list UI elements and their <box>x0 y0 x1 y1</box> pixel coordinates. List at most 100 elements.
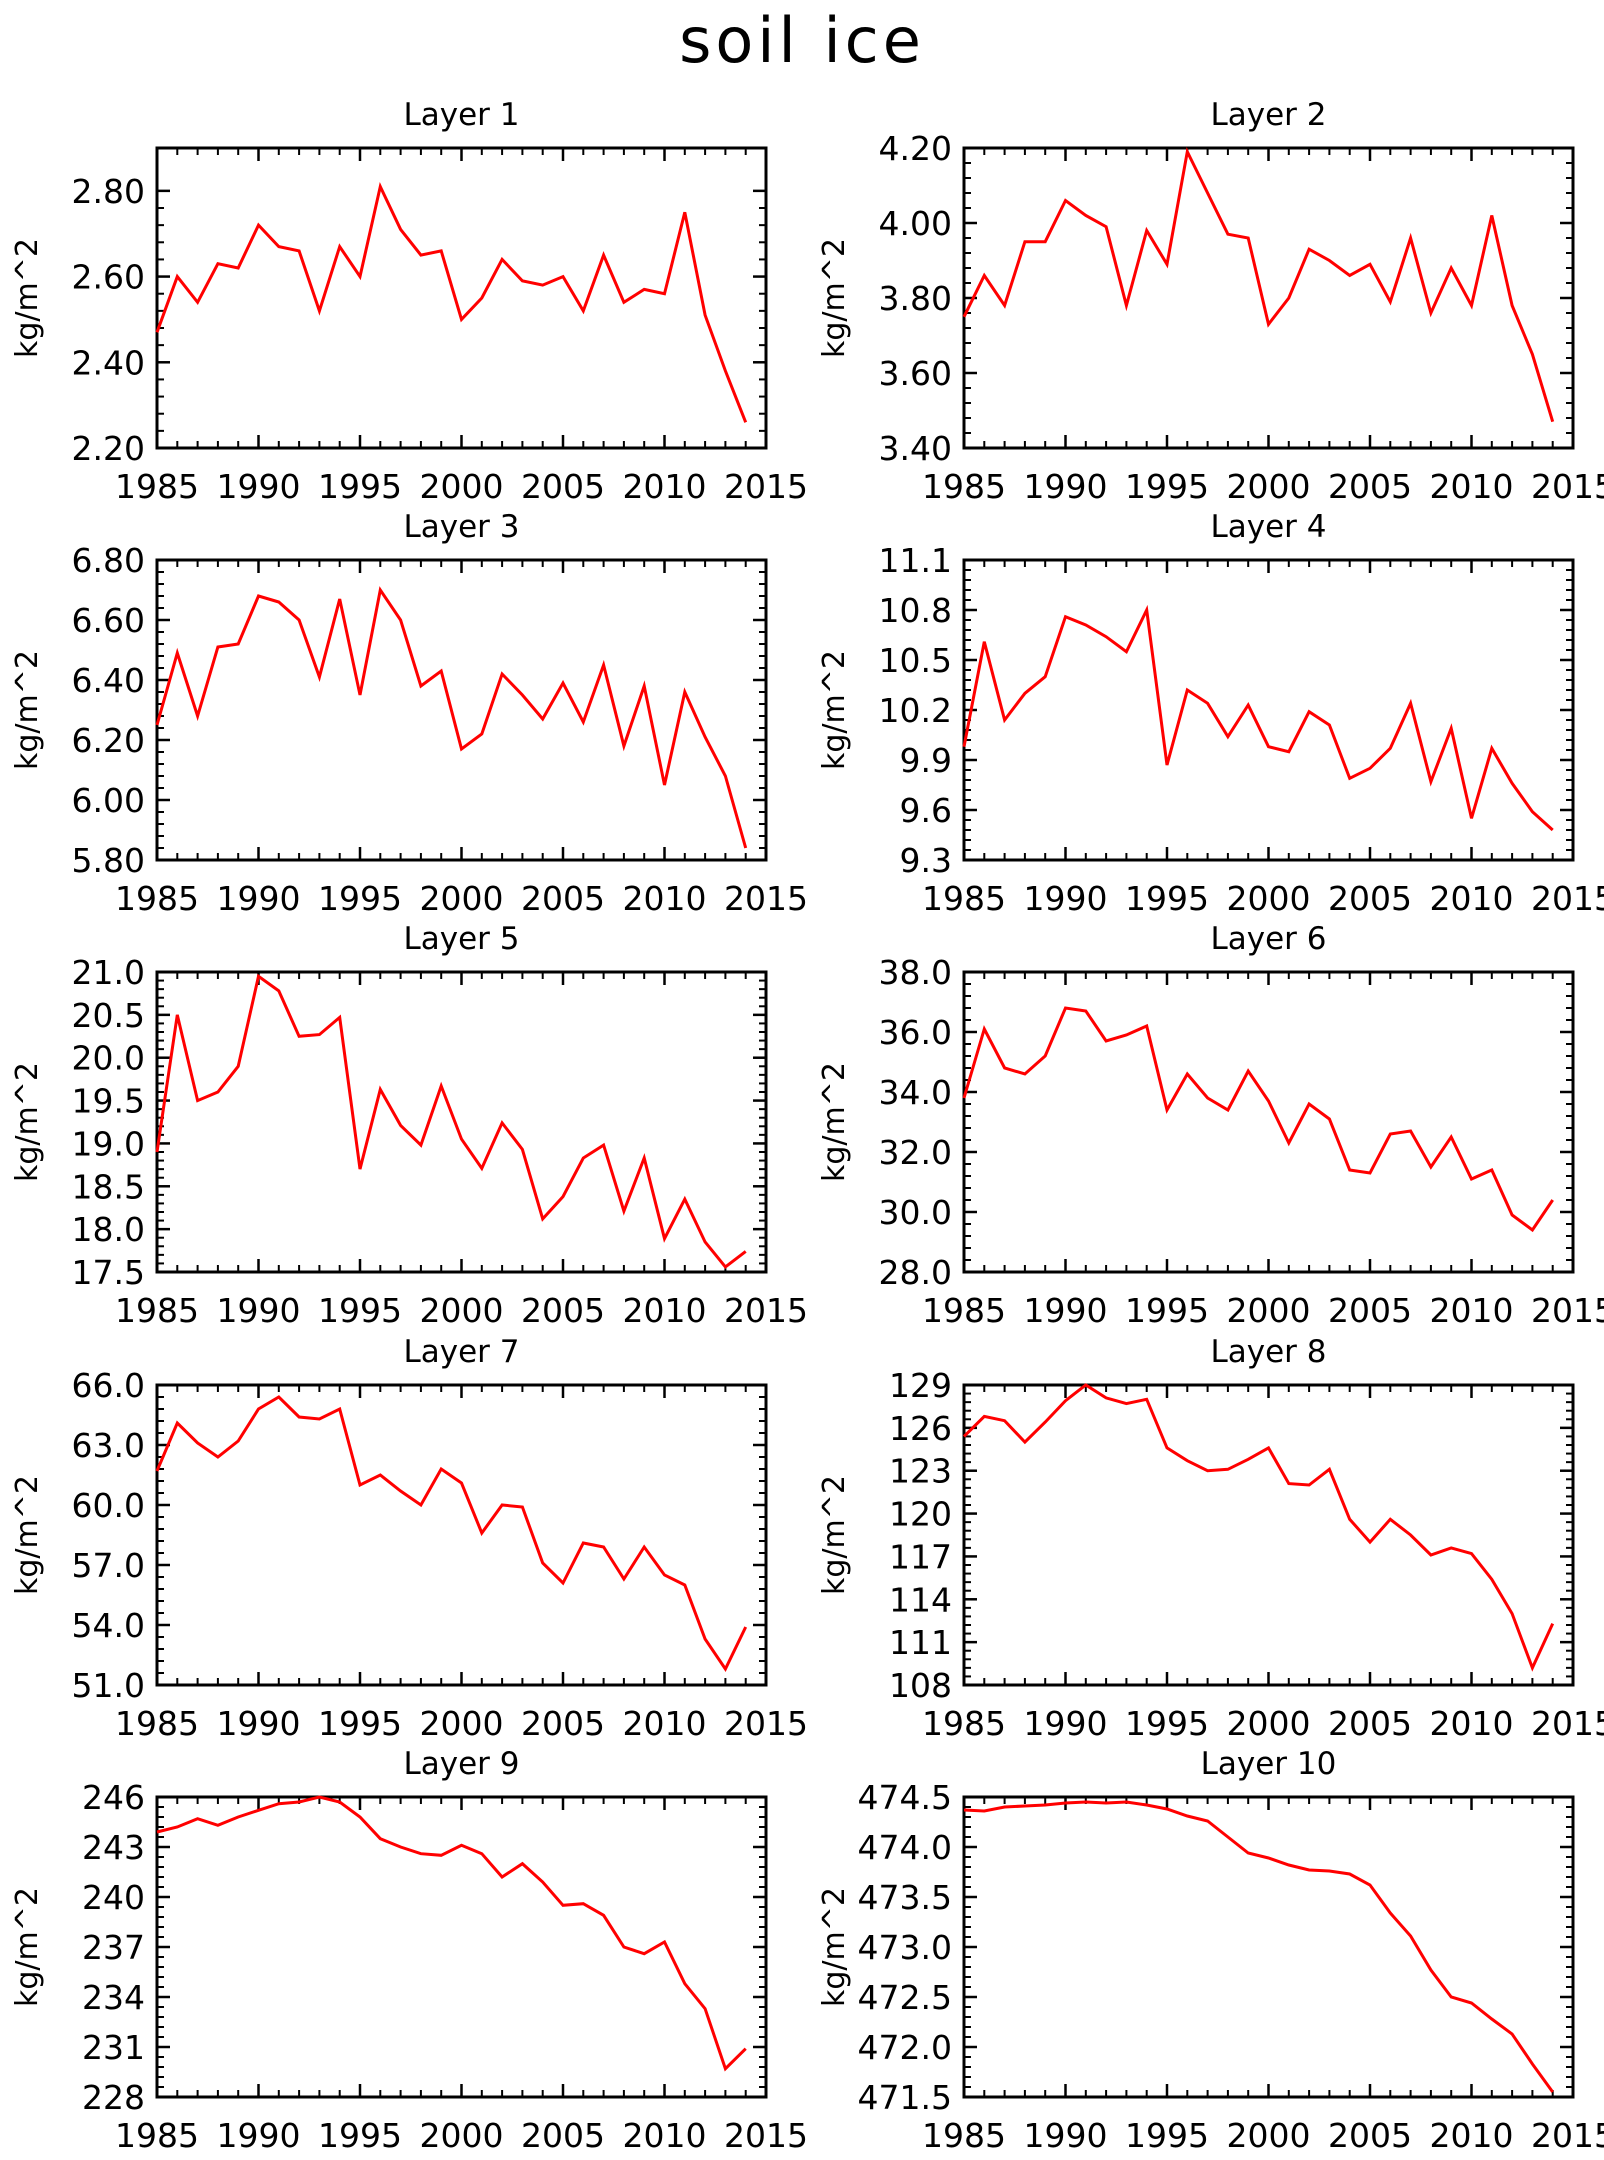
y-tick-label: 246 <box>82 1778 145 1817</box>
panel-title: Layer 2 <box>1210 97 1326 133</box>
y-tick-label: 6.40 <box>72 661 145 700</box>
x-tick-label: 1985 <box>115 1291 199 1330</box>
x-tick-label: 1990 <box>217 467 301 506</box>
y-tick-label: 10.8 <box>879 591 952 630</box>
figure-title: soil ice <box>679 4 925 77</box>
x-tick-label: 1995 <box>1125 467 1209 506</box>
y-tick-label: 20.5 <box>72 996 145 1035</box>
x-tick-label: 1985 <box>922 1291 1006 1330</box>
plot-frame <box>962 558 1575 862</box>
y-tick-label: 473.5 <box>858 1878 952 1917</box>
panel-title: Layer 3 <box>403 509 519 545</box>
y-tick-label: 51.0 <box>72 1666 145 1705</box>
x-tick-label: 2005 <box>1328 467 1412 506</box>
x-tick-label: 2015 <box>1531 1291 1604 1330</box>
x-tick-label: 1985 <box>115 467 199 506</box>
x-tick-label: 2000 <box>420 1704 504 1743</box>
y-tick-label: 11.1 <box>879 541 952 580</box>
x-tick-label: 2000 <box>1227 2116 1311 2155</box>
x-tick-label: 2005 <box>1328 1291 1412 1330</box>
y-tick-label: 474.5 <box>858 1778 952 1817</box>
x-tick-label: 1985 <box>115 1704 199 1743</box>
x-tick-label: 1990 <box>1024 1291 1108 1330</box>
x-tick-label: 1995 <box>318 467 402 506</box>
plot-frame <box>155 146 768 450</box>
y-tick-label: 20.0 <box>72 1039 145 1078</box>
x-tick-label: 2005 <box>1328 2116 1412 2155</box>
x-tick-label: 2000 <box>1227 1291 1311 1330</box>
y-tick-label: 34.0 <box>879 1073 952 1112</box>
y-tick-label: 2.60 <box>72 258 145 297</box>
y-tick-label: 472.5 <box>858 1978 952 2017</box>
plot-frame <box>155 1383 768 1687</box>
series-line <box>155 182 748 423</box>
series-line <box>155 973 747 1269</box>
y-tick-label: 5.80 <box>72 841 145 880</box>
y-tick-label: 473.0 <box>858 1928 952 1967</box>
plot-frame <box>962 1795 1575 2099</box>
x-tick-label: 2000 <box>420 467 504 506</box>
y-tick-label: 4.00 <box>879 204 952 243</box>
y-axis-label: kg/m^2 <box>817 1887 852 2007</box>
chart-panel-3: Layer 3 kg/m^2 1985 1990 1995 2000 2005 2010 201… <box>10 509 808 918</box>
series-line <box>963 1800 1554 2093</box>
x-tick-label: 1995 <box>318 2116 402 2155</box>
panel-title: Layer 10 <box>1201 1746 1337 1782</box>
x-tick-label: 1995 <box>1125 1291 1209 1330</box>
x-tick-label: 2005 <box>521 1704 605 1743</box>
x-tick-label: 2015 <box>1531 879 1604 918</box>
x-tick-label: 2005 <box>1328 879 1412 918</box>
x-tick-label: 1995 <box>318 1704 402 1743</box>
x-tick-label: 1990 <box>1024 1704 1108 1743</box>
y-tick-label: 63.0 <box>72 1426 145 1465</box>
plot-frame <box>155 558 768 862</box>
x-tick-label: 2015 <box>1531 1704 1604 1743</box>
chart-panel-8: Layer 8 kg/m^2 1985 1990 1995 2000 2005 2010 201… <box>817 1334 1604 1743</box>
y-tick-label: 2.40 <box>72 343 145 382</box>
x-tick-label: 2000 <box>420 2116 504 2155</box>
x-tick-label: 1995 <box>318 879 402 918</box>
x-tick-label: 1990 <box>217 879 301 918</box>
series-line <box>155 1395 748 1672</box>
y-axis-label: kg/m^2 <box>10 650 45 770</box>
y-axis-label: kg/m^2 <box>10 1887 45 2007</box>
series-line <box>155 586 748 849</box>
x-tick-label: 1990 <box>217 1291 301 1330</box>
y-tick-label: 36.0 <box>879 1013 952 1052</box>
y-tick-label: 10.5 <box>879 641 952 680</box>
x-tick-label: 2000 <box>1227 467 1311 506</box>
y-tick-label: 234 <box>82 1978 145 2017</box>
y-axis-label: kg/m^2 <box>10 1475 45 1595</box>
y-tick-label: 9.6 <box>900 791 952 830</box>
y-tick-label: 2.20 <box>72 429 145 468</box>
panel-title: Layer 5 <box>403 921 519 957</box>
x-tick-label: 1995 <box>1125 2116 1209 2155</box>
chart-panel-10: Layer 10 kg/m^2 1985 1990 1995 2000 2005 2010 20… <box>817 1746 1604 2155</box>
chart-panel-7: Layer 7 kg/m^2 1985 1990 1995 2000 2005 2010 201… <box>10 1334 808 1743</box>
x-tick-label: 2000 <box>1227 879 1311 918</box>
panel-title: Layer 8 <box>1210 1334 1326 1370</box>
y-tick-label: 6.80 <box>72 541 145 580</box>
y-tick-label: 108 <box>889 1666 952 1705</box>
y-tick-label: 21.0 <box>72 953 145 992</box>
y-axis-label: kg/m^2 <box>10 238 45 358</box>
series-line <box>962 604 1554 832</box>
x-tick-label: 2015 <box>724 1704 808 1743</box>
x-tick-label: 2005 <box>521 879 605 918</box>
y-tick-label: 6.00 <box>72 781 145 820</box>
x-tick-label: 1985 <box>922 2116 1006 2155</box>
series-line <box>156 1795 747 2072</box>
y-tick-label: 19.0 <box>72 1124 145 1163</box>
x-tick-label: 2010 <box>623 1291 707 1330</box>
x-tick-label: 2005 <box>521 1291 605 1330</box>
x-tick-label: 1985 <box>115 2116 199 2155</box>
y-tick-label: 243 <box>82 1828 145 1867</box>
x-tick-label: 1985 <box>922 879 1006 918</box>
y-tick-label: 474.0 <box>858 1828 952 1867</box>
y-tick-label: 28.0 <box>879 1253 952 1292</box>
x-tick-label: 2010 <box>1430 1291 1514 1330</box>
chart-panel-9: Layer 9 kg/m^2 1985 1990 1995 2000 2005 2010 201… <box>10 1746 808 2155</box>
y-tick-label: 111 <box>889 1623 952 1662</box>
x-tick-label: 2005 <box>521 467 605 506</box>
